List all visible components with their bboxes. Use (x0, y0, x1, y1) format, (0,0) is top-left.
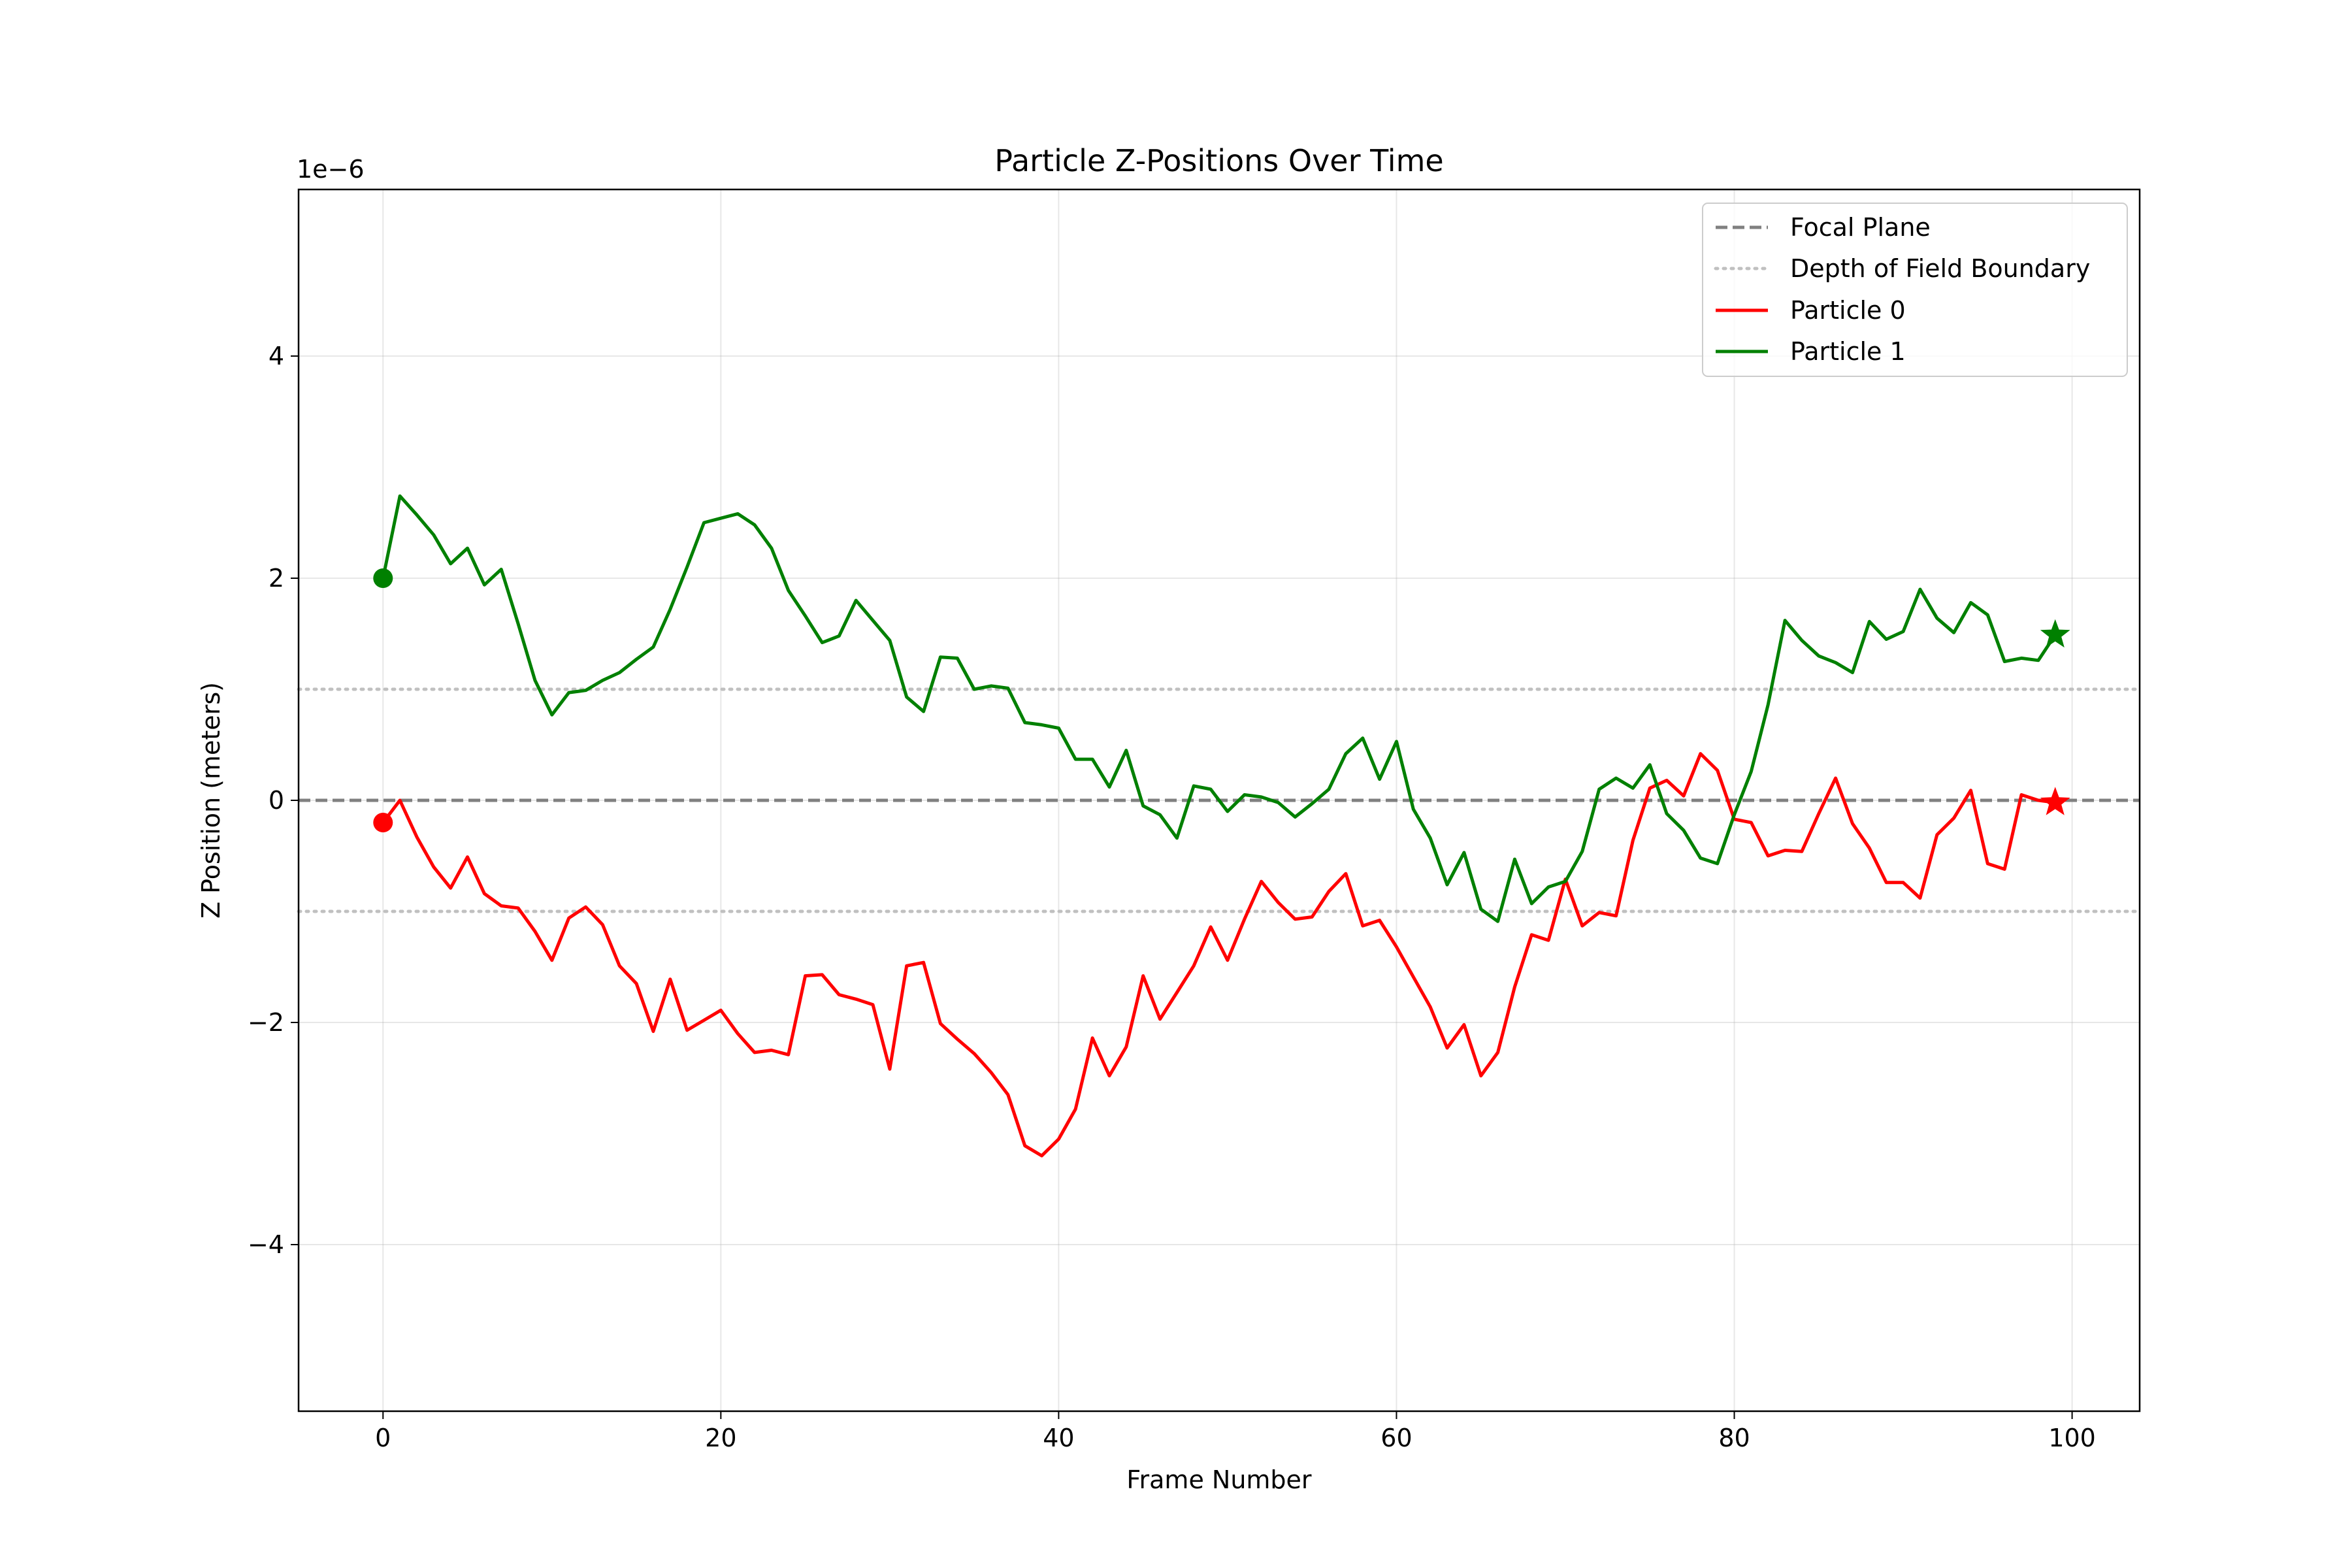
legend-label-particle-0: Particle 0 (1790, 296, 1906, 325)
y-tick-label: 4 (269, 342, 284, 370)
particle-0-line (382, 752, 2056, 1158)
y-tick-label: −2 (248, 1008, 284, 1037)
y-tick-label: 2 (269, 564, 284, 593)
chart-title: Particle Z-Positions Over Time (994, 143, 1443, 178)
legend-label-particle-1: Particle 1 (1790, 337, 1906, 366)
x-axis-label: Frame Number (1126, 1465, 1312, 1494)
x-axis-ticks: 0 20 40 60 80 100 (375, 1411, 2096, 1452)
y-tick-label: −4 (248, 1230, 284, 1259)
y-axis-ticks: −4 −2 0 2 4 (248, 342, 299, 1259)
particle-0-end-marker (2040, 787, 2070, 815)
legend-box (1702, 203, 2128, 377)
particle-1-start-marker (373, 568, 393, 588)
particle-1-end-marker (2040, 619, 2070, 648)
x-tick-label: 0 (375, 1424, 391, 1452)
x-tick-label: 60 (1380, 1424, 1412, 1452)
legend-label-depth-of-field: Depth of Field Boundary (1790, 254, 2090, 283)
legend-label-focal-plane: Focal Plane (1790, 213, 1931, 242)
particle-0-start-marker (373, 813, 393, 832)
y-axis-offset-label: 1e−6 (297, 155, 365, 184)
y-tick-label: 0 (269, 786, 284, 815)
particle-1-line (381, 494, 2057, 923)
x-tick-label: 40 (1043, 1424, 1074, 1452)
legend: Focal Plane Depth of Field Boundary Part… (1702, 203, 2128, 377)
series-markers (373, 568, 2070, 832)
x-tick-label: 80 (1718, 1424, 1750, 1452)
series-lines (381, 494, 2057, 1158)
y-axis-label: Z Position (meters) (197, 682, 225, 919)
x-tick-label: 100 (2048, 1424, 2096, 1452)
x-tick-label: 20 (705, 1424, 736, 1452)
